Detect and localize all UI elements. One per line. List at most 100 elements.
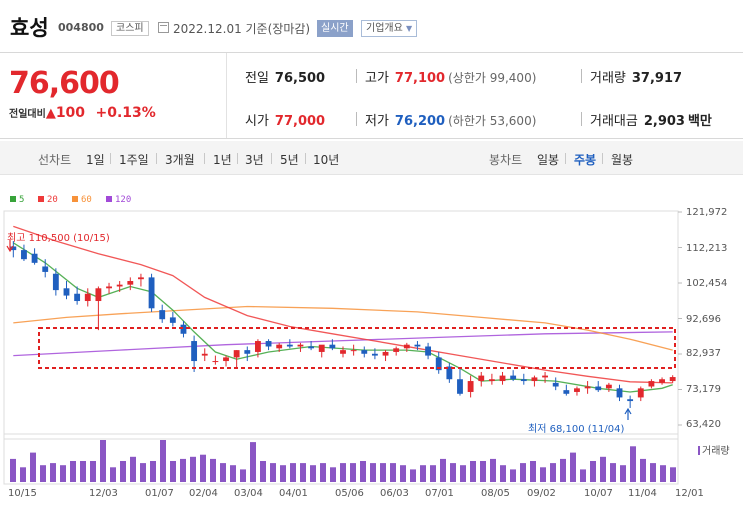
- tab-3m[interactable]: 3개월: [165, 153, 195, 167]
- candle-body: [425, 346, 432, 356]
- volume-label: 거래량: [590, 71, 626, 86]
- change-label: 전일대비: [9, 109, 46, 120]
- volume-bar: [560, 458, 566, 482]
- realtime-button[interactable]: 실시간: [317, 20, 353, 37]
- prev-label: 전일: [245, 71, 269, 86]
- candle-body: [169, 317, 176, 323]
- volume-bar: [660, 465, 666, 482]
- volume-bar: [490, 458, 496, 482]
- current-price: 76,600: [9, 66, 120, 101]
- volume-label: 거래량: [698, 442, 730, 457]
- legend-swatch: [10, 196, 16, 202]
- divider: [305, 153, 306, 164]
- volume-bar: [610, 463, 616, 482]
- stock-code: 004800: [58, 21, 104, 34]
- amount-unit: 백만: [687, 114, 712, 129]
- candle-body: [403, 344, 410, 349]
- tab-3y[interactable]: 3년: [245, 153, 264, 167]
- volume-bar: [640, 458, 646, 482]
- volume-bar: [460, 465, 466, 482]
- amount-label: 거래대금: [590, 114, 638, 129]
- x-tick-label: 12/01: [675, 488, 704, 499]
- candle-body: [648, 381, 655, 387]
- candle-body: [212, 361, 219, 363]
- candle-body: [52, 273, 59, 291]
- candle-body: [286, 344, 293, 347]
- y-tick-label: 82,937: [686, 348, 721, 359]
- low-value: 76,200: [394, 114, 446, 129]
- volume-bar: [310, 465, 316, 482]
- y-tick-label: 73,179: [686, 384, 721, 395]
- stock-header: 효성 004800 코스피 2022.12.01 기준(장마감) 실시간 기업개…: [0, 0, 743, 52]
- candle-body: [595, 386, 602, 391]
- volume-bar: [480, 461, 486, 482]
- amount-value: 2,903: [643, 114, 685, 129]
- lower-limit: (하한가 53,600): [448, 114, 537, 128]
- volume-bar: [170, 461, 176, 482]
- divider: [204, 153, 205, 164]
- volume-bar: [240, 469, 246, 482]
- candle-body: [63, 288, 70, 296]
- volume-value: 37,917: [631, 71, 683, 86]
- candle-body: [627, 399, 634, 402]
- candle-body: [233, 350, 240, 358]
- x-tick-label: 04/01: [279, 488, 308, 499]
- divider: [581, 69, 582, 83]
- candle-body: [340, 350, 346, 354]
- tab-1y[interactable]: 1년: [213, 153, 232, 167]
- candle-body: [563, 390, 570, 394]
- high-value: 77,100: [394, 71, 446, 86]
- volume-bar: [470, 461, 476, 482]
- x-tick-label: 10/15: [8, 488, 37, 499]
- volume-bar: [520, 463, 526, 482]
- candle-body: [297, 344, 304, 347]
- ma5-line: [12, 242, 673, 393]
- candle-body: [371, 353, 378, 356]
- divider: [156, 153, 157, 164]
- legend-label: 60: [81, 195, 92, 205]
- divider: [237, 153, 238, 164]
- tab-10y[interactable]: 10년: [313, 153, 340, 167]
- candle-body: [350, 350, 357, 352]
- volume-bar: [220, 463, 226, 482]
- candle-body: [467, 381, 474, 392]
- candle-body: [223, 357, 229, 362]
- ma60-line: [13, 305, 673, 351]
- stock-name: 효성: [10, 16, 49, 40]
- x-tick-label: 11/04: [628, 488, 657, 499]
- candle-body: [318, 344, 325, 352]
- volume-bar: [230, 465, 236, 482]
- change-percent: +0.13%: [95, 105, 156, 121]
- highlight-box: [38, 327, 676, 369]
- candle-body: [669, 377, 676, 382]
- candle-body: [531, 377, 538, 382]
- ma20-line: [13, 225, 673, 384]
- legend-ma20: 20: [38, 195, 58, 205]
- candle-body: [265, 341, 272, 347]
- tab-weekly[interactable]: 주봉: [574, 153, 597, 167]
- trade-amount: 거래대금 2,903 백만: [590, 110, 712, 129]
- candle-body: [382, 351, 389, 356]
- change-amount: 100: [55, 105, 86, 121]
- tab-1w[interactable]: 1주일: [119, 153, 149, 167]
- y-tick-label: 121,972: [686, 207, 728, 218]
- volume-bar: [320, 463, 326, 482]
- candle-body: [308, 346, 315, 349]
- volume-bar: [180, 458, 186, 482]
- candle-body: [106, 286, 112, 289]
- up-triangle-icon: ▲: [45, 106, 56, 121]
- volume-bar: [260, 461, 266, 482]
- tab-monthly[interactable]: 월봉: [611, 153, 634, 167]
- tab-5y[interactable]: 5년: [280, 153, 299, 167]
- tab-daily[interactable]: 일봉: [537, 153, 560, 167]
- tab-1d[interactable]: 1일: [86, 153, 105, 167]
- company-overview-dropdown[interactable]: 기업개요 ▼: [361, 20, 418, 37]
- volume-bar: [620, 465, 626, 482]
- volume-bar: [650, 463, 656, 482]
- candle-body: [520, 379, 527, 382]
- volume-bar: [500, 465, 506, 482]
- candle-body: [84, 293, 91, 302]
- legend-swatch: [38, 196, 44, 202]
- candle-body: [254, 341, 261, 352]
- volume-bar: [440, 458, 446, 482]
